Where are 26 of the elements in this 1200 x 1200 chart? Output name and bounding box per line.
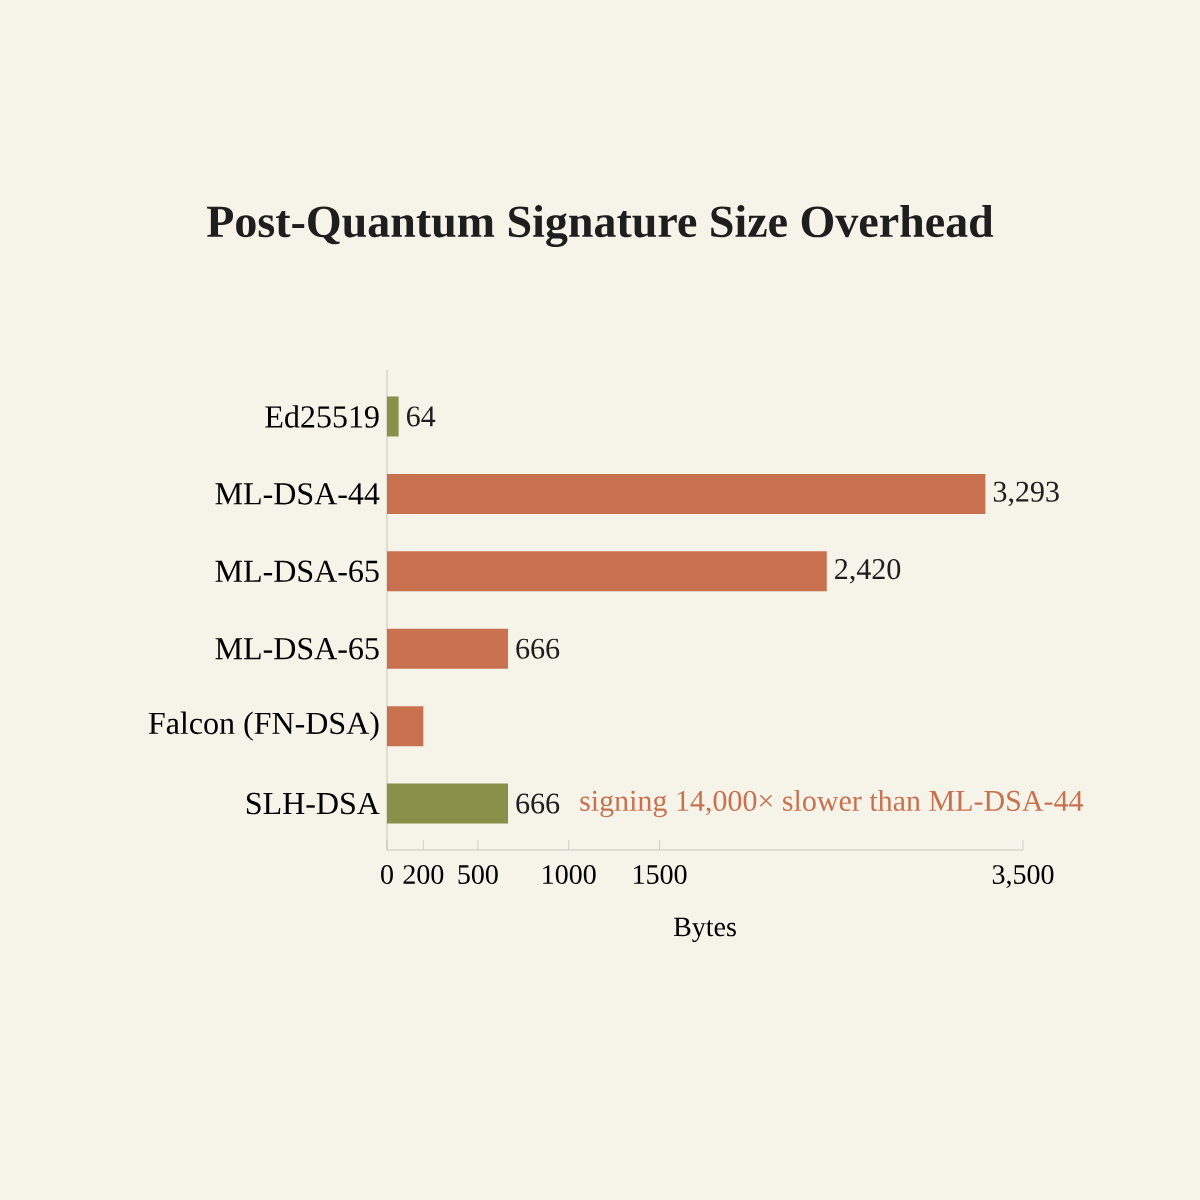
data-label: 3,293 — [993, 481, 1059, 507]
bar — [387, 628, 509, 669]
x-axis-title: Bytes — [673, 917, 736, 943]
y-tick-label: ML-DSA-65 — [215, 560, 379, 583]
bar — [387, 551, 827, 592]
bar — [387, 706, 424, 747]
y-tick-label: ML-DSA-65 — [215, 637, 379, 660]
x-tick-label: 0 — [381, 865, 393, 884]
y-tick-label: Falcon (FN-DSA) — [148, 711, 379, 741]
x-tick-label: 1000 — [543, 865, 596, 884]
x-tick-label: 500 — [458, 865, 498, 884]
annotation: signing 14,000× slower than ML-DSA-44 — [580, 789, 1083, 818]
data-label: 666 — [516, 638, 560, 659]
data-label: 64 — [406, 406, 436, 427]
bar — [387, 783, 509, 824]
y-tick-label: ML-DSA-44 — [215, 483, 380, 505]
y-tick-label: SLH-DSA — [246, 792, 380, 815]
x-tick-label: 200 — [403, 865, 444, 884]
data-label: 666 — [516, 793, 560, 814]
chart-title: Post-Quantum Signature Size Overhead — [207, 204, 994, 248]
data-label: 2,420 — [835, 559, 901, 584]
x-tick-label: 1500 — [634, 865, 687, 884]
bar — [387, 396, 399, 437]
x-tick-label: 3,500 — [992, 865, 1054, 888]
bar — [387, 473, 986, 514]
y-tick-label: Ed25519 — [265, 405, 379, 428]
